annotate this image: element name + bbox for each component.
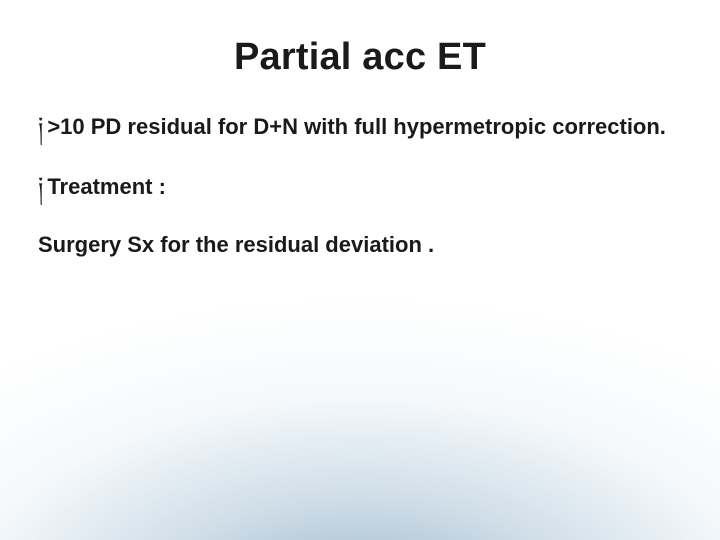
- bullet-row: ༏ Treatment :: [38, 173, 682, 201]
- slide-title: Partial acc ET: [38, 36, 682, 79]
- swash-bullet-icon: ༏: [38, 173, 43, 200]
- bullet-item-2: ༏ Treatment :: [38, 173, 682, 201]
- plain-item-1: Surgery Sx for the residual deviation .: [38, 232, 682, 258]
- plain-text: Surgery Sx for the residual deviation .: [38, 232, 434, 257]
- slide: Partial acc ET ༏ >10 PD residual for D+N…: [0, 0, 720, 540]
- swash-bullet-icon: ༏: [38, 113, 43, 140]
- bullet-text: >10 PD residual for D+N with full hyperm…: [47, 113, 666, 141]
- bullet-text: Treatment :: [47, 173, 166, 201]
- bullet-item-1: ༏ >10 PD residual for D+N with full hype…: [38, 113, 682, 141]
- bullet-row: ༏ >10 PD residual for D+N with full hype…: [38, 113, 682, 141]
